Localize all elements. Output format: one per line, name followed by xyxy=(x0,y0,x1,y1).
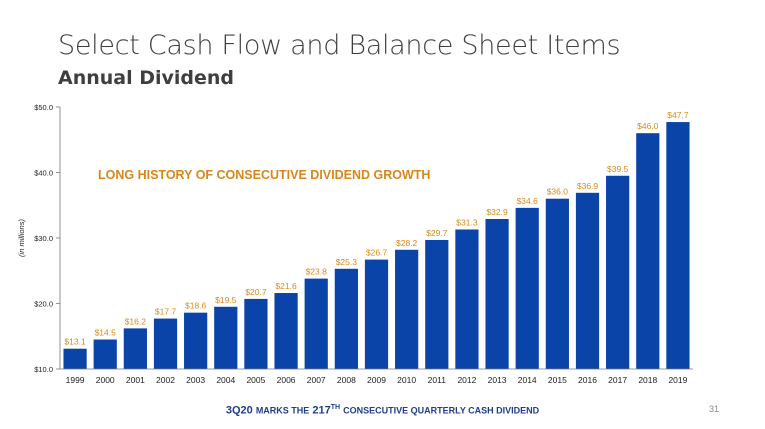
x-axis: 1999 2000 2001 2002 2003 2004 2005 2006 2007 2008… xyxy=(60,368,693,385)
x-tick-label-2001: 2001 xyxy=(126,375,145,385)
value-label-2012: $31.3 xyxy=(456,217,478,227)
value-label-2013: $32.9 xyxy=(486,207,508,217)
value-label-2002: $17.7 xyxy=(155,307,177,317)
value-label-2015: $36.0 xyxy=(547,187,569,197)
x-tick-label-2010: 2010 xyxy=(397,375,416,385)
x-tick-label-2014: 2014 xyxy=(518,375,537,385)
x-tick-label-2007: 2007 xyxy=(307,375,326,385)
footer-marks-the: MARKS THE xyxy=(255,405,310,416)
bar-2010 xyxy=(395,249,419,369)
bar-2016 xyxy=(575,192,600,369)
slide-title: Select Cash Flow and Balance Sheet Items xyxy=(58,30,621,61)
bar-2005 xyxy=(244,298,268,369)
x-tick-label-2017: 2017 xyxy=(608,375,627,385)
annual-dividend-bar-chart: (in millions) $10.0$20.0$30.0$40.0$50.0 … xyxy=(17,103,693,385)
footer-count: 217 xyxy=(312,404,331,417)
y-axis: $10.0 $20.0 $30.0 $40.0 $50.0 xyxy=(34,103,61,374)
x-tick-label-1999: 1999 xyxy=(66,375,85,385)
x-tick-label-2009: 2009 xyxy=(367,375,386,385)
value-label-2019: $47.7 xyxy=(667,110,689,120)
chart-annotation: LONG HISTORY OF CONSECUTIVE DIVIDEND GRO… xyxy=(98,168,430,182)
x-tick-label-2018: 2018 xyxy=(638,375,657,385)
page-number: 31 xyxy=(708,404,719,414)
y-axis-label: (in millions) xyxy=(17,219,26,257)
bar-2014 xyxy=(515,207,539,369)
footer-description: CONSECUTIVE QUARTERLY CASH DIVIDEND xyxy=(343,405,540,416)
bar-2018 xyxy=(636,133,660,369)
y-tick-label: $50.0 xyxy=(34,103,53,112)
value-label-2016: $36.9 xyxy=(577,181,599,191)
x-tick-label-2012: 2012 xyxy=(457,375,476,385)
bar-2009 xyxy=(364,259,389,369)
value-label-2008: $25.3 xyxy=(336,257,358,267)
x-tick-label-2008: 2008 xyxy=(337,375,356,385)
x-tick-label-2019: 2019 xyxy=(668,375,687,385)
bar-1999 xyxy=(63,348,87,369)
value-label-2018: $46.0 xyxy=(637,121,659,131)
value-labels: $13.1 $14.5 $16.2 $17.7 $18.6 $19.5 $20.7 $21.6… xyxy=(64,110,688,347)
value-label-2010: $28.2 xyxy=(396,238,418,248)
y-tick-label: $30.0 xyxy=(34,234,53,243)
y-tick-label: $10.0 xyxy=(34,365,53,374)
bar-2002 xyxy=(153,318,178,369)
bar-2001 xyxy=(123,328,147,369)
value-label-2017: $39.5 xyxy=(607,164,629,174)
footer-ordinal-suffix: TH xyxy=(330,404,341,411)
bar-2004 xyxy=(214,306,238,369)
y-tick-label: $40.0 xyxy=(34,169,53,178)
slide-subtitle: Annual Dividend xyxy=(58,67,235,89)
value-label-2009: $26.7 xyxy=(366,248,388,258)
bar-2000 xyxy=(93,339,117,369)
bar-2008 xyxy=(334,268,358,369)
value-label-2004: $19.5 xyxy=(215,295,237,305)
x-tick-label-2013: 2013 xyxy=(488,375,507,385)
x-tick-label-2005: 2005 xyxy=(246,375,265,385)
value-label-2006: $21.6 xyxy=(275,281,297,291)
x-tick-label-2004: 2004 xyxy=(216,375,235,385)
value-label-1999: $13.1 xyxy=(64,337,86,347)
value-label-2001: $16.2 xyxy=(125,316,147,326)
value-label-2005: $20.7 xyxy=(245,287,267,297)
bar-2007 xyxy=(304,278,328,369)
x-tick-label-2006: 2006 xyxy=(277,375,296,385)
y-tick-label: $20.0 xyxy=(34,300,53,309)
bar-2006 xyxy=(274,293,298,369)
bars xyxy=(63,122,690,369)
value-label-2014: $34.6 xyxy=(517,196,539,206)
footer-quarter: 3Q20 xyxy=(225,404,253,417)
bar-2019 xyxy=(666,122,690,369)
bar-2012 xyxy=(455,229,479,369)
bar-2013 xyxy=(485,219,509,369)
x-tick-label-2003: 2003 xyxy=(186,375,205,385)
bar-2011 xyxy=(425,239,449,369)
x-tick-label-2016: 2016 xyxy=(578,375,597,385)
value-label-2000: $14.5 xyxy=(95,328,117,338)
value-label-2007: $23.8 xyxy=(306,267,328,277)
value-label-2011: $29.7 xyxy=(426,228,448,238)
bar-2003 xyxy=(184,312,208,369)
footer-note: 3Q20 MARKS THE 217TH CONSECUTIVE QUARTER… xyxy=(0,404,765,417)
bar-2017 xyxy=(606,175,630,369)
x-tick-label-2011: 2011 xyxy=(428,375,447,385)
bar-2015 xyxy=(545,198,569,369)
x-tick-label-2002: 2002 xyxy=(156,375,175,385)
value-label-2003: $18.6 xyxy=(185,301,207,311)
x-tick-label-2000: 2000 xyxy=(96,375,115,385)
x-tick-label-2015: 2015 xyxy=(548,375,567,385)
